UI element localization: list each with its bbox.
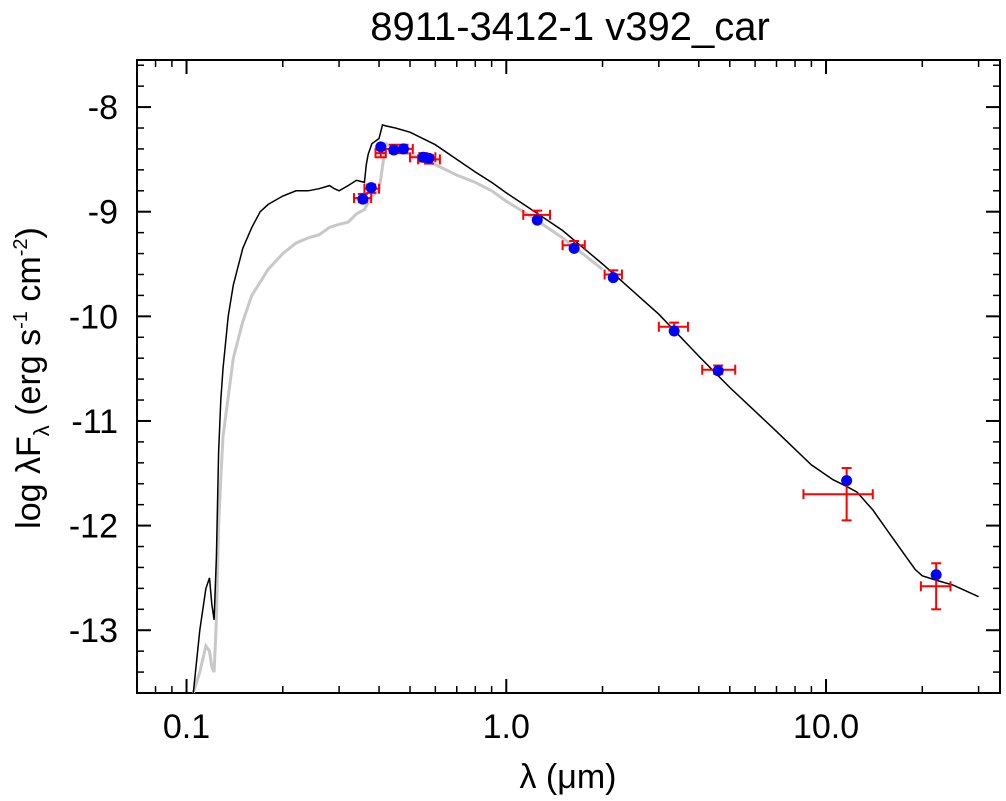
- chart-title: 8911-3412-1 v392_car: [370, 5, 770, 49]
- y-tick-label: -13: [69, 612, 118, 650]
- y-tick-label: -8: [88, 89, 118, 127]
- x-tick-label: 0.1: [163, 708, 210, 746]
- model-curve-grey: [191, 141, 604, 693]
- y-axis-label: log λFλ (erg s-1 cm-2): [10, 227, 54, 529]
- model-point: [712, 365, 724, 377]
- model-point: [375, 141, 387, 153]
- model-point: [568, 242, 580, 254]
- model-curve-black: [192, 123, 979, 693]
- x-axis-label: λ (μm): [519, 758, 616, 796]
- model-point: [841, 475, 853, 487]
- model-point: [930, 569, 942, 581]
- y-axis: -8 -9 -10 -11 -12 -13: [69, 64, 1000, 694]
- y-tick-label: -9: [88, 194, 118, 232]
- photometry-points: [352, 141, 952, 611]
- y-tick-label: -12: [69, 508, 118, 546]
- x-tick-label: 1.0: [483, 708, 530, 746]
- model-point: [397, 143, 409, 155]
- model-point: [357, 193, 369, 205]
- x-axis: 0.1 1.0 10.0: [154, 60, 980, 746]
- model-point: [388, 144, 400, 156]
- model-point: [668, 325, 680, 337]
- y-tick-label: -10: [69, 298, 118, 336]
- model-point: [531, 214, 543, 226]
- model-point: [607, 272, 619, 284]
- model-point: [423, 152, 435, 164]
- x-tick-label: 10.0: [793, 708, 859, 746]
- model-curves: [191, 123, 979, 693]
- plot-area-frame: [136, 59, 1001, 694]
- model-point: [365, 182, 377, 194]
- y-tick-label: -11: [71, 403, 118, 441]
